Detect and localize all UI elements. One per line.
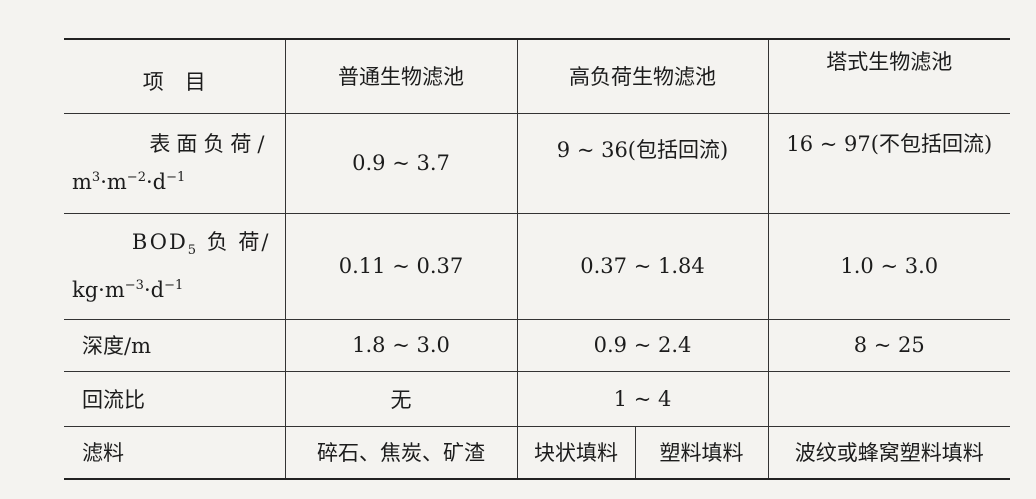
cell: 0.9 ~ 2.4 bbox=[516, 318, 769, 372]
cell: 1 ~ 4 bbox=[516, 370, 769, 427]
cell: 1.0 ~ 3.0 bbox=[767, 212, 1010, 320]
cell: 16 ~ 97(不包括回流) bbox=[767, 112, 1010, 214]
surface-load-label: 表面负荷/ m3·m−2·d−1 bbox=[64, 112, 286, 214]
table-row: 深度/m 1.8 ~ 3.0 0.9 ~ 2.4 8 ~ 25 bbox=[64, 318, 1010, 372]
cell: 0.9 ~ 3.7 bbox=[284, 112, 518, 214]
label-text: 表面负荷/ bbox=[149, 132, 271, 156]
cell: 无 bbox=[284, 370, 518, 427]
cell: 塑料填料 bbox=[634, 425, 769, 480]
header-standard-filter: 普通生物滤池 bbox=[284, 38, 518, 114]
cell: 9 ~ 36(包括回流) bbox=[516, 112, 769, 214]
table-row: 表面负荷/ m3·m−2·d−1 0.9 ~ 3.7 9 ~ 36(包括回流) … bbox=[64, 112, 1010, 214]
table-row: BOD5 负 荷/ kg·m−3·d−1 0.11 ~ 0.37 0.37 ~ … bbox=[64, 212, 1010, 320]
table-row: 滤料 碎石、焦炭、矿渣 块状填料 塑料填料 波纹或蜂窝塑料填料 bbox=[64, 425, 1010, 480]
header-high-rate-filter: 高负荷生物滤池 bbox=[516, 38, 769, 114]
label-text: BOD5 负 荷/ bbox=[131, 230, 271, 259]
header-tower-filter: 塔式生物滤池 bbox=[767, 38, 1010, 114]
cell: 波纹或蜂窝塑料填料 bbox=[767, 425, 1010, 480]
table-row: 回流比 无 1 ~ 4 bbox=[64, 370, 1010, 427]
cell: 8 ~ 25 bbox=[767, 318, 1010, 372]
cell: 块状填料 bbox=[516, 425, 636, 480]
header-item: 项 目 bbox=[64, 38, 286, 114]
unit-text: m3·m−2·d−1 bbox=[72, 170, 186, 194]
header-row: 项 目 普通生物滤池 高负荷生物滤池 塔式生物滤池 bbox=[64, 38, 1010, 114]
filter-comparison-table: 项 目 普通生物滤池 高负荷生物滤池 塔式生物滤池 表面负荷/ m3·m−2·d… bbox=[64, 38, 1010, 480]
depth-label: 深度/m bbox=[64, 318, 286, 372]
cell: 0.11 ~ 0.37 bbox=[284, 212, 518, 320]
unit-text: kg·m−3·d−1 bbox=[72, 277, 184, 302]
cell bbox=[767, 370, 1010, 427]
recirculation-label: 回流比 bbox=[64, 370, 286, 427]
cell: 碎石、焦炭、矿渣 bbox=[284, 425, 518, 480]
media-label: 滤料 bbox=[64, 425, 286, 480]
cell: 1.8 ~ 3.0 bbox=[284, 318, 518, 372]
cell: 0.37 ~ 1.84 bbox=[516, 212, 769, 320]
bod-load-label: BOD5 负 荷/ kg·m−3·d−1 bbox=[64, 212, 286, 320]
